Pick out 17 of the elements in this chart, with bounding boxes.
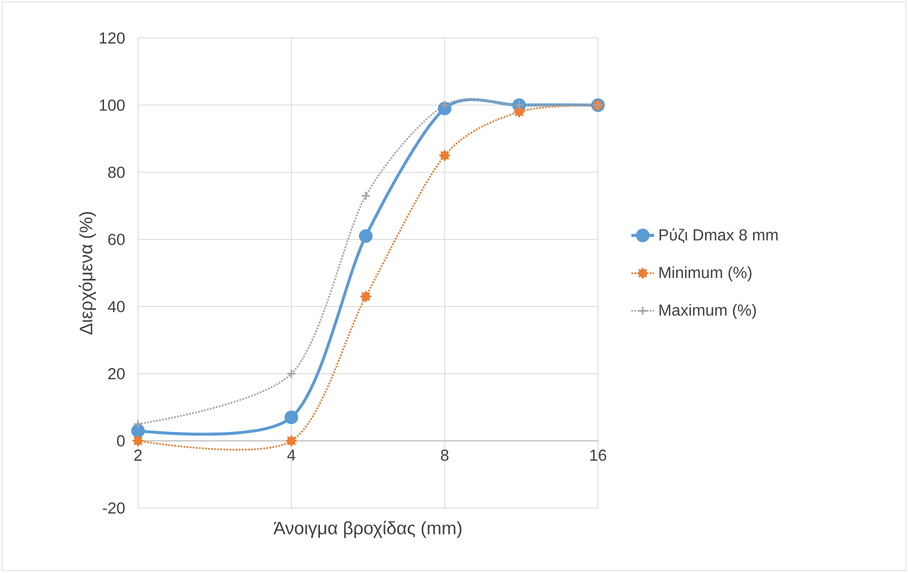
x-tick-label: 8 <box>440 450 448 461</box>
y-tick-label: 100 <box>100 99 125 111</box>
y-tick-label: 20 <box>108 368 125 380</box>
y-tick-label: 60 <box>108 234 125 246</box>
legend-label: Minimum (%) <box>660 266 752 282</box>
y-tick-label: 0 <box>117 435 125 446</box>
x-tick-label: 16 <box>590 450 606 461</box>
legend-label: Ρύζι Dmax 8 mm <box>660 228 778 244</box>
y-tick-label: 80 <box>108 166 125 178</box>
x-tick-label: 4 <box>287 450 296 461</box>
x-tick-label: 2 <box>134 450 142 461</box>
y-axis-title: Διερχόμενα (%) <box>78 212 96 334</box>
legend-label: Maximum (%) <box>660 304 756 319</box>
x-axis-title: Άνοιγμα βροχίδας (mm) <box>273 520 462 538</box>
y-tick-label: 120 <box>100 32 125 44</box>
y-tick-label: 40 <box>108 300 125 312</box>
y-tick-label: -20 <box>102 502 125 514</box>
